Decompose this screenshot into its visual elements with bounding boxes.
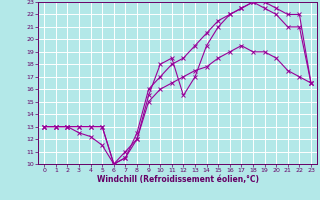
X-axis label: Windchill (Refroidissement éolien,°C): Windchill (Refroidissement éolien,°C) [97,175,259,184]
